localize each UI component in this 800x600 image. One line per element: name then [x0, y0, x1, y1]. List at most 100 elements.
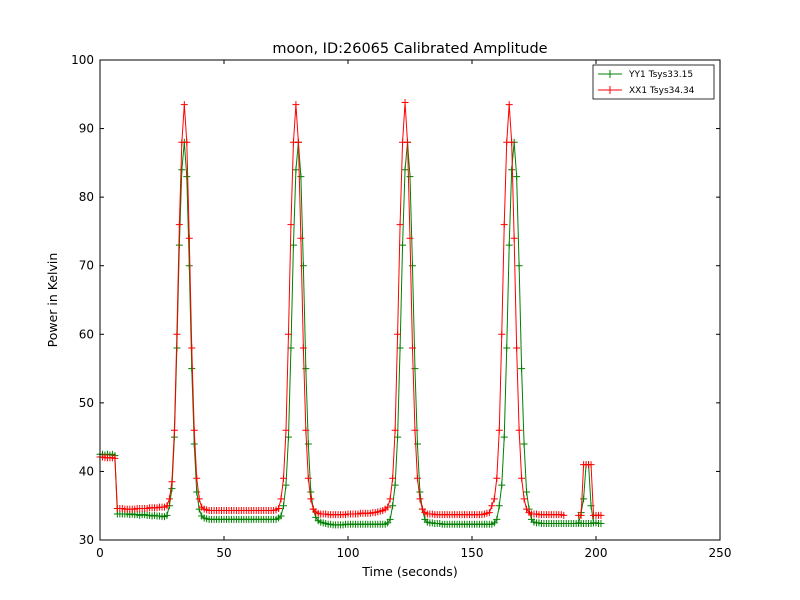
x-tick-label: 50 [216, 546, 231, 560]
data-point [394, 330, 402, 338]
data-point [287, 221, 295, 229]
data-point [406, 173, 414, 181]
legend: YY1 Tsys33.15 XX1 Tsys34.34 [592, 64, 715, 100]
data-point [560, 511, 568, 519]
data-point [518, 365, 526, 373]
legend-marker-xx1 [606, 86, 614, 94]
y-tick-label: 50 [79, 396, 94, 410]
data-point [287, 344, 295, 352]
data-point [294, 138, 302, 146]
data-point [597, 520, 605, 528]
y-axis-label: Power in Kelvin [45, 253, 60, 348]
data-point [165, 495, 173, 503]
legend-label-yy1: YY1 Tsys33.15 [628, 70, 693, 80]
data-point [505, 101, 513, 109]
data-point [510, 234, 518, 242]
y-tick-label: 40 [79, 464, 94, 478]
data-point [297, 234, 305, 242]
data-point [275, 504, 283, 512]
data-point [495, 502, 503, 510]
data-point [518, 474, 526, 482]
data-point [178, 166, 186, 174]
data-point [396, 344, 404, 352]
y-tick-label: 70 [79, 259, 94, 273]
data-point [292, 101, 300, 109]
data-point [277, 512, 285, 520]
data-point [408, 344, 416, 352]
data-point [391, 426, 399, 434]
x-tick-label: 250 [709, 546, 732, 560]
data-point [493, 474, 501, 482]
data-point [185, 234, 193, 242]
data-point [183, 138, 191, 146]
data-point [411, 426, 419, 434]
data-point [413, 474, 421, 482]
data-point [302, 426, 310, 434]
data-point [183, 173, 191, 181]
y-tick-label: 60 [79, 327, 94, 341]
data-point [188, 365, 196, 373]
data-point [185, 262, 193, 270]
x-tick-label: 100 [337, 546, 360, 560]
data-point [401, 99, 409, 107]
data-point [304, 440, 312, 448]
data-point [173, 330, 181, 338]
data-point [508, 166, 516, 174]
data-point [195, 495, 203, 503]
data-point [515, 262, 523, 270]
y-tick-label: 80 [79, 190, 94, 204]
x-axis-label: Time (seconds) [361, 564, 457, 579]
data-point [580, 495, 588, 503]
data-point [289, 241, 297, 249]
data-point [413, 440, 421, 448]
data-point [515, 426, 523, 434]
data-point [495, 426, 503, 434]
data-point [180, 101, 188, 109]
legend-box [592, 64, 715, 100]
data-point [193, 474, 201, 482]
data-point [520, 440, 528, 448]
data-point [299, 344, 307, 352]
data-point [280, 502, 288, 510]
data-point [498, 481, 506, 489]
data-point [386, 495, 394, 503]
data-point [384, 503, 392, 511]
data-point [406, 234, 414, 242]
data-point [508, 138, 516, 146]
data-point [597, 511, 605, 519]
data-point [587, 461, 595, 469]
x-tick-label: 0 [96, 546, 104, 560]
data-point [282, 481, 290, 489]
series-xx1 [97, 99, 605, 519]
data-point [163, 511, 171, 519]
data-point [170, 426, 178, 434]
data-point [490, 495, 498, 503]
data-point [500, 433, 508, 441]
y-tick-label: 30 [79, 533, 94, 547]
x-tick-label: 150 [461, 546, 484, 560]
data-point [175, 221, 183, 229]
y-tick-label: 90 [79, 122, 94, 136]
data-point [307, 488, 315, 496]
data-point [280, 474, 288, 482]
data-point [513, 344, 521, 352]
data-point [488, 502, 496, 510]
data-point [304, 474, 312, 482]
data-point [190, 440, 198, 448]
data-point [284, 330, 292, 338]
data-point [404, 138, 412, 146]
y-tick-label: 100 [71, 53, 94, 67]
data-point [168, 485, 176, 493]
data-point [500, 221, 508, 229]
data-point [389, 502, 397, 510]
axis-ticks: 0 50 100 150 200 250 30 40 50 60 70 80 90 100 [71, 53, 731, 560]
plot-area [97, 99, 605, 529]
data-point [416, 495, 424, 503]
data-point [282, 426, 290, 434]
data-point [193, 488, 201, 496]
chart-title: moon, ID:26065 Calibrated Amplitude [272, 41, 547, 57]
data-point [396, 221, 404, 229]
data-point [498, 330, 506, 338]
data-point [386, 515, 394, 523]
